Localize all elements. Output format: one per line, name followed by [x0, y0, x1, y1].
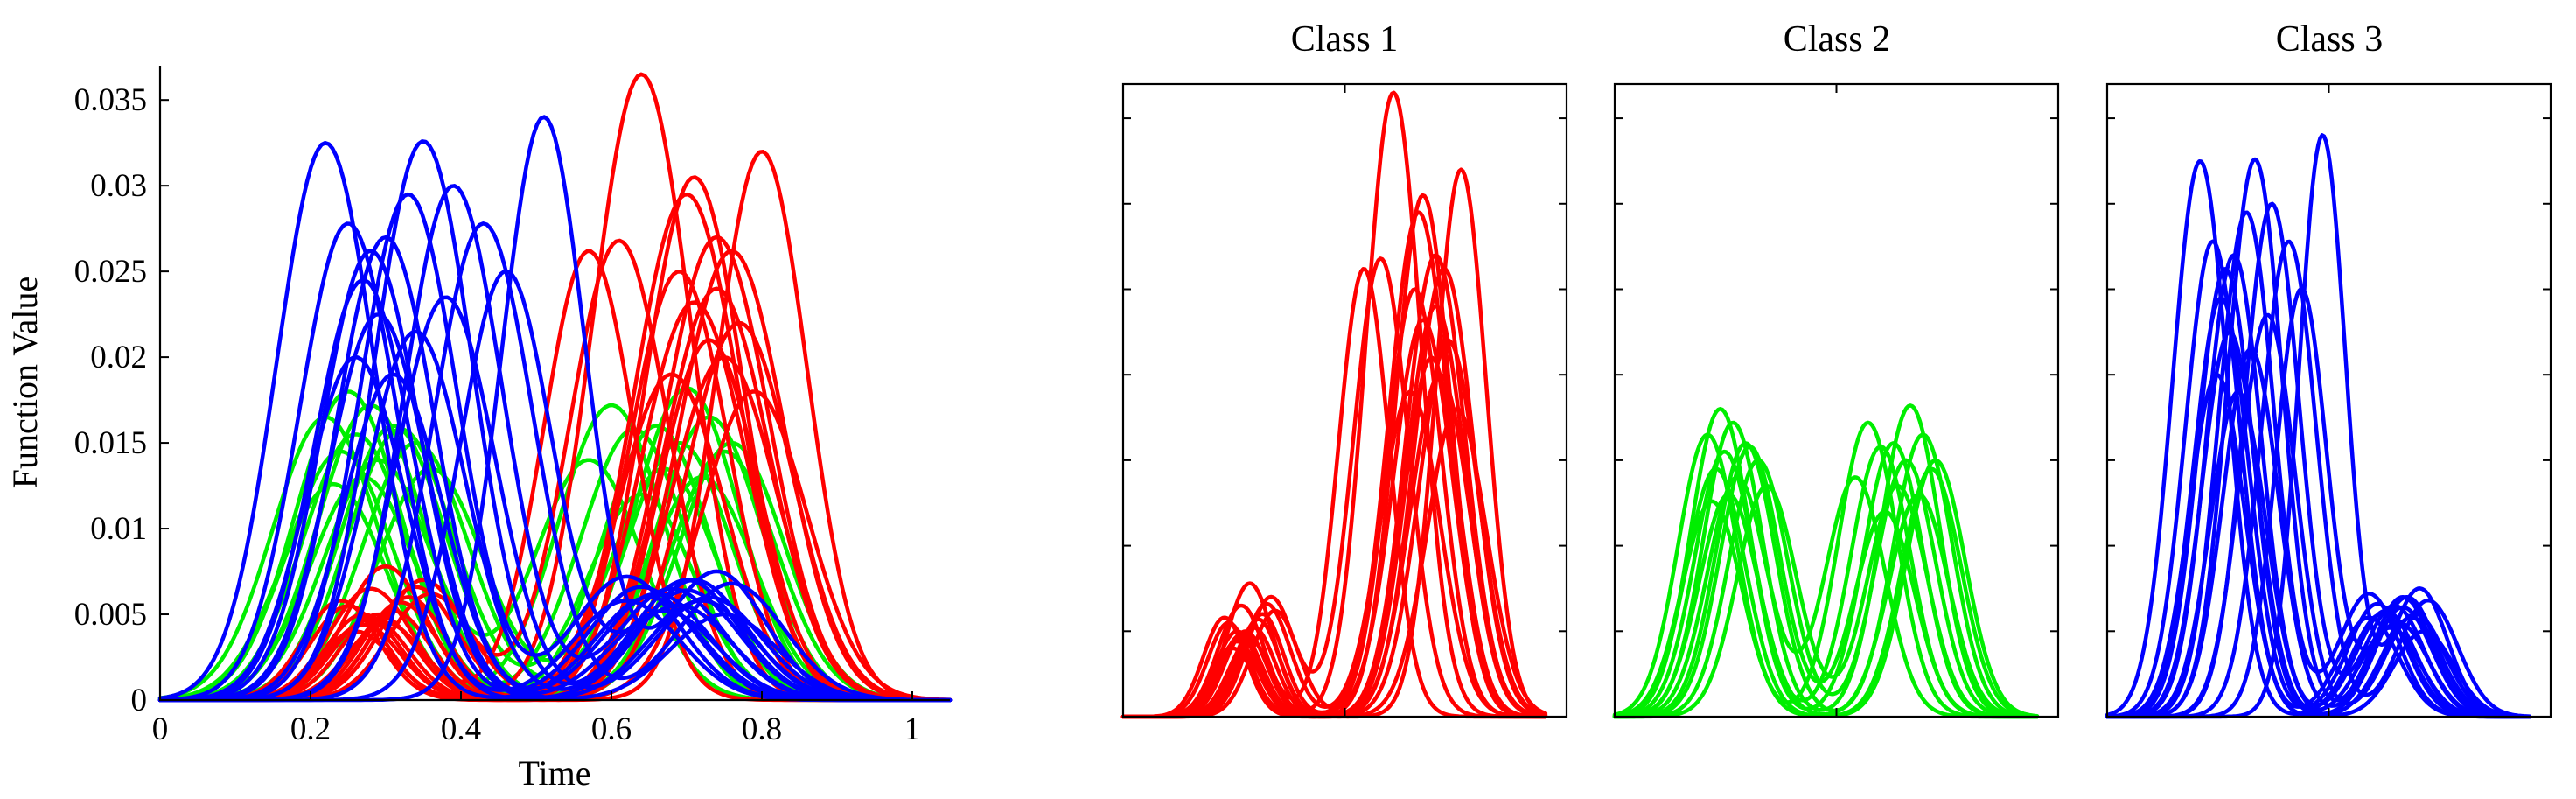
x-axis-title: Time: [518, 753, 590, 793]
x-tick-label: 0.4: [441, 711, 481, 747]
class1-series-line-4: [1120, 210, 1548, 719]
combined-panel: 0 0.2 0.4 0.6 0.8 1 00.0050.010.0150.020.0250…: [5, 66, 953, 793]
class1-series-line-3: [1120, 193, 1548, 719]
y-tick-label: 0.03: [90, 168, 147, 204]
class3-series-line-9: [157, 249, 953, 703]
class3-series-line-12: [2105, 312, 2532, 719]
class3-series-line-15: [2105, 372, 2532, 719]
class2-title: Class 2: [1784, 19, 1891, 60]
combined-y-ticks: 0 0.005 0.01 0.015 0.02 0.025 0.03 0.035: [74, 82, 169, 718]
class3-panel: Class 3: [2105, 19, 2552, 719]
class1-series-line-1: [1120, 90, 1548, 719]
class3-curves: [2105, 133, 2532, 719]
y-tick-label: 0.02: [90, 340, 147, 375]
class2-panel: Class 2: [1612, 19, 2060, 719]
y-axis-title: Function Value: [5, 277, 45, 489]
class1-ticks: [1123, 84, 1567, 717]
y-tick-label: 0: [131, 683, 148, 718]
class1-curves: [1120, 90, 1548, 719]
y-tick-label: 0.035: [74, 82, 147, 118]
y-tick-label: 0.015: [74, 425, 147, 461]
class3-ticks: [2107, 84, 2551, 717]
x-tick-label: 0.2: [290, 711, 331, 747]
y-tick-label: 0.01: [90, 511, 147, 547]
class1-series-line-2: [1120, 167, 1548, 719]
class2-series-line-11: [1612, 445, 2040, 719]
class2-ticks: [1615, 84, 2058, 717]
x-tick-label: 0: [152, 711, 169, 747]
class1-frame: [1121, 82, 1568, 718]
class1-title: Class 1: [1291, 19, 1399, 60]
x-tick-label: 0.8: [742, 711, 782, 747]
class2-series-line-10: [1612, 492, 2040, 719]
x-tick-label: 0.6: [591, 711, 632, 747]
class3-series-line-14: [157, 329, 953, 703]
class3-series-line-16: [2105, 389, 2532, 719]
class1-panel: Class 1: [1120, 19, 1568, 719]
combined-curves: [157, 72, 953, 703]
class3-series-line-14: [2105, 347, 2532, 719]
x-tick-label: 1: [904, 711, 921, 747]
y-tick-label: 0.005: [74, 597, 147, 633]
y-tick-label: 0.025: [74, 254, 147, 290]
class3-series-line-12: [157, 295, 953, 703]
class3-title: Class 3: [2276, 19, 2384, 60]
class2-series-line-6: [1612, 458, 2040, 719]
class3-series-line-16: [157, 372, 953, 703]
class2-series-line-4: [1612, 432, 2040, 719]
combined-x-ticks: 0 0.2 0.4 0.6 0.8 1: [152, 691, 921, 747]
class2-series-line-9: [1612, 483, 2040, 719]
class2-curves: [1612, 403, 2040, 719]
